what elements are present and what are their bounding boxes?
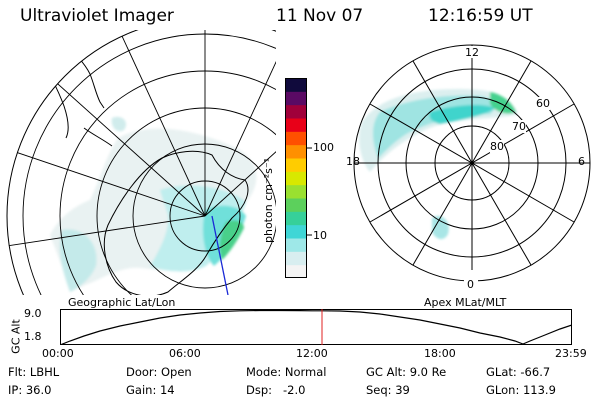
- colorbar-segment: [285, 171, 307, 186]
- colorbar: [285, 78, 307, 279]
- colorbar-segment: [285, 78, 307, 92]
- colorbar-segment: [285, 224, 307, 239]
- colorbar-segment: [285, 158, 307, 172]
- info-dsp: Dsp: -2.0: [246, 383, 306, 397]
- info-door: Door: Open: [126, 365, 192, 379]
- info-glat: GLat: -66.7: [486, 365, 551, 379]
- geo-meridians: [7, 30, 276, 251]
- colorbar-segment: [285, 211, 307, 226]
- alt-plot-ytick-max: 9.0: [24, 307, 42, 320]
- info-ip: IP: 36.0: [8, 383, 52, 397]
- mlat-label-80: 80: [490, 140, 504, 153]
- colorbar-segment: [285, 118, 307, 132]
- colorbar-segment: [285, 251, 307, 266]
- mlat-label-70: 70: [512, 120, 526, 133]
- magnetic-aurora-emission: [359, 89, 518, 240]
- colorbar-segment: [285, 104, 307, 119]
- colorbar-gradient: [285, 78, 307, 279]
- info-mode: Mode: Normal: [246, 365, 327, 379]
- altitude-time-plot: [60, 309, 572, 345]
- time-label: 12:16:59 UT: [428, 6, 533, 26]
- alt-plot-xtick-0000: 00:00: [42, 347, 74, 360]
- colorbar-tick-label-100: 100: [313, 141, 334, 154]
- magnetic-map-caption: Apex MLat/MLT: [424, 296, 507, 309]
- instrument-title: Ultraviolet Imager: [20, 6, 174, 26]
- info-seq: Seq: 39: [366, 383, 410, 397]
- satellite-track: [211, 215, 229, 295]
- mlat-label-60: 60: [536, 97, 550, 110]
- info-filter: Flt: LBHL: [8, 365, 60, 379]
- date-label: 11 Nov 07: [276, 6, 364, 26]
- alt-plot-xtick-1800: 18:00: [424, 347, 456, 360]
- mlt-label-6: 6: [578, 155, 585, 168]
- mlt-label-18: 18: [346, 155, 360, 168]
- colorbar-segment: [285, 238, 307, 252]
- geographic-map: [6, 30, 276, 295]
- mlt-label-12: 12: [465, 46, 479, 59]
- colorbar-segment: [285, 131, 307, 146]
- mlt-label-0: 0: [467, 278, 474, 291]
- geo-map-caption: Geographic Lat/Lon: [68, 296, 176, 309]
- alt-plot-xtick-2359: 23:59: [555, 347, 587, 360]
- colorbar-ticks: [307, 147, 312, 236]
- colorbar-axis-label: photon cm⁻²s⁻¹: [262, 157, 275, 243]
- info-gain: Gain: 14: [126, 383, 175, 397]
- colorbar-segment: [285, 264, 307, 279]
- info-glon: GLon: 113.9: [486, 383, 556, 397]
- colorbar-tick-label-10: 10: [313, 229, 327, 242]
- colorbar-segment: [285, 184, 307, 199]
- mlt-spokes: [354, 45, 590, 281]
- alt-plot-xtick-1200: 12:00: [296, 347, 328, 360]
- colorbar-segment: [285, 198, 307, 212]
- alt-plot-ytick-min: 1.8: [24, 330, 42, 343]
- colorbar-segment: [285, 91, 307, 106]
- alt-plot-xtick-0600: 06:00: [169, 347, 201, 360]
- colorbar-segment: [285, 144, 307, 159]
- alt-plot-ylabel: GC Alt: [9, 319, 23, 354]
- magnetic-polar-plot: [353, 44, 591, 282]
- info-gc-alt: GC Alt: 9.0 Re: [366, 365, 447, 379]
